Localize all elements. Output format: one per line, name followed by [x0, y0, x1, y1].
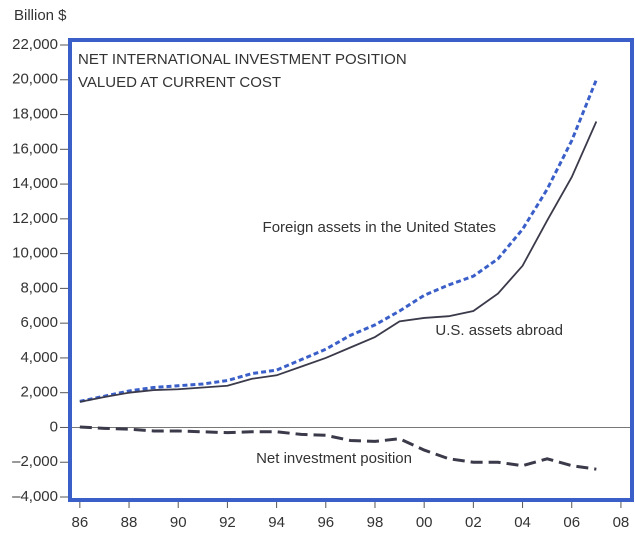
unit-label: Billion $: [14, 7, 67, 24]
x-tick-label: 02: [465, 514, 482, 531]
y-tick-label: –4,000: [12, 488, 58, 505]
x-tick-label: 04: [514, 514, 531, 531]
x-tick-label: 98: [367, 514, 384, 531]
x-tick-label: 90: [170, 514, 187, 531]
y-tick-label: 6,000: [20, 314, 58, 331]
y-tick-label: 14,000: [12, 175, 58, 192]
series-label: Net investment position: [256, 450, 412, 467]
y-tick-label: –2,000: [12, 453, 58, 470]
frame: [68, 38, 634, 502]
y-tick-label: 20,000: [12, 71, 58, 88]
chart-title: NET INTERNATIONAL INVESTMENT POSITION: [78, 51, 407, 68]
chart-title: VALUED AT CURRENT COST: [78, 74, 281, 91]
y-tick-label: 8,000: [20, 279, 58, 296]
y-tick-label: 2,000: [20, 384, 58, 401]
x-tick-label: 86: [71, 514, 88, 531]
y-tick-label: 18,000: [12, 106, 58, 123]
series-line: [79, 79, 598, 403]
x-tick-label: 88: [121, 514, 138, 531]
series-line: [79, 425, 597, 471]
x-tick-label: 92: [219, 514, 236, 531]
y-tick-label: 12,000: [12, 210, 58, 227]
y-tick-label: 10,000: [12, 245, 58, 262]
x-tick-label: 00: [416, 514, 433, 531]
y-tick-label: 4,000: [20, 349, 58, 366]
series-label: U.S. assets abroad: [435, 322, 563, 339]
y-tick-label: 16,000: [12, 140, 58, 157]
x-tick-label: 96: [317, 514, 334, 531]
x-tick-label: 06: [563, 514, 580, 531]
x-tick-label: 08: [613, 514, 630, 531]
x-tick-label: 94: [268, 514, 285, 531]
y-tick-label: 22,000: [12, 36, 58, 53]
y-tick-label: 0: [50, 418, 58, 435]
series-line: [79, 121, 598, 403]
series-label: Foreign assets in the United States: [263, 219, 496, 236]
